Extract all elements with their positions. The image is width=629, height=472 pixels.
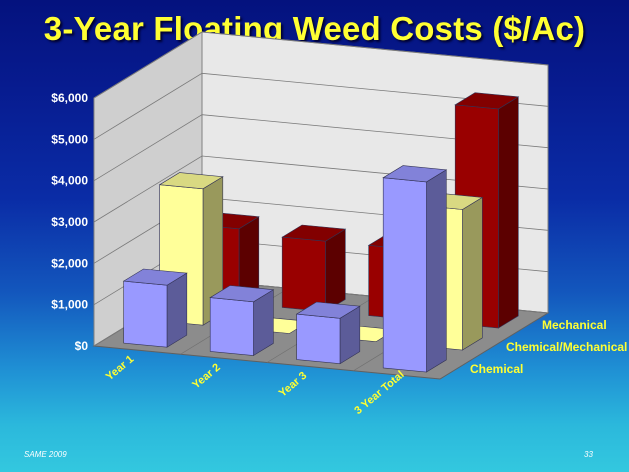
bar-chemical-1 [209,285,275,357]
bar-top-face [281,224,347,242]
bar-front-face [296,313,341,365]
bar-side-face [166,272,188,348]
bar-mechanical-1 [281,224,347,313]
y-tick-label: $6,000 [51,91,88,105]
series-label: Chemical/Mechanical [506,340,627,354]
bar-front-face [382,177,427,373]
x-category-label: 3 Year Total [352,369,406,417]
gridline [93,31,549,99]
footer-event-label: SAME 2009 [24,450,67,459]
series-label: Chemical [470,362,523,376]
bar-side-face [325,228,346,313]
y-tick-label: $1,000 [51,298,88,312]
bar-chemical-0 [122,268,188,348]
x-category-label: Year 3 [277,370,310,400]
bar-top-face [382,165,448,183]
gridline [93,72,549,140]
gridline [93,114,549,182]
x-category-label: Year 2 [190,361,223,391]
y-tick-label: $4,000 [51,174,88,188]
y-tick-label: $5,000 [51,132,88,146]
bar-side-face [462,196,483,351]
bar-top-face [122,268,188,286]
bar-chemical-2 [295,301,361,365]
y-tick-label: $2,000 [51,256,88,270]
slide-title: 3-Year Floating Weed Costs ($/Ac) [43,10,586,47]
bar-top-face [295,301,361,319]
bar-top-face [209,285,275,303]
series-label: Mechanical [542,318,607,332]
bar-front-face [123,280,168,348]
bar-side-face [498,96,519,329]
bar-front-face [209,297,254,356]
bar-top-face [158,172,224,190]
bar-top-face [454,92,520,110]
x-category-label: Year 1 [104,353,137,383]
slide-number: 33 [584,450,593,459]
bar-front-face [281,236,326,312]
bar-side-face [426,169,447,373]
y-tick-label: $3,000 [51,215,88,229]
y-tick-label: $0 [75,339,89,353]
bar-chemical-3 [382,165,448,373]
